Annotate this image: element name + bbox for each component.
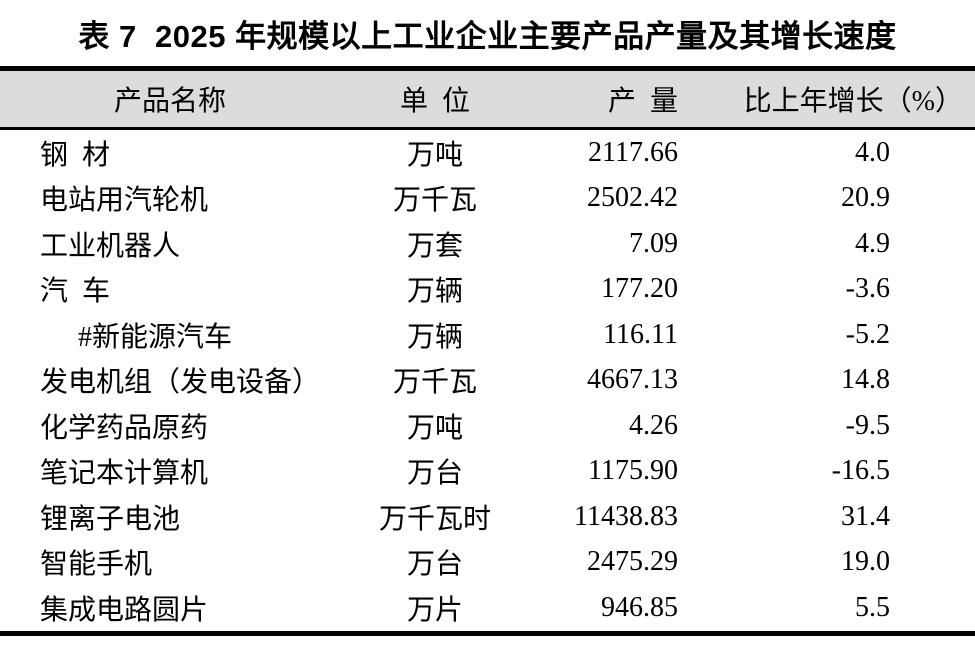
output-cell: 2117.66 xyxy=(588,136,678,168)
output-cell: 11438.83 xyxy=(574,500,678,532)
product-cell: 电站用汽轮机 xyxy=(40,185,209,217)
unit-cell: 万千瓦 xyxy=(392,367,477,399)
output-cell: 1175.90 xyxy=(588,455,678,487)
table-row: 电站用汽轮机 万千瓦 2502.42 20.9 xyxy=(0,176,975,222)
growth-cell: 20.9 xyxy=(841,182,890,214)
unit-cell: 万片 xyxy=(406,594,463,626)
output-cell: 2502.42 xyxy=(587,182,678,214)
table-header: 产品名称 单 位 产 量 比上年增长（%） xyxy=(0,68,975,130)
growth-cell: -9.5 xyxy=(845,409,890,441)
product-cell: 笔记本计算机 xyxy=(40,458,209,490)
product-cell: 工业机器人 xyxy=(40,230,181,262)
column-header-unit: 单 位 xyxy=(340,68,530,130)
unit-cell: 万辆 xyxy=(406,321,463,353)
unit-cell: 万辆 xyxy=(406,276,463,308)
table-row: 汽 车 万辆 177.20 -3.6 xyxy=(0,267,975,313)
product-cell: #新能源汽车 xyxy=(78,321,233,353)
growth-cell: 4.0 xyxy=(855,136,890,168)
output-cell: 116.11 xyxy=(603,318,678,350)
product-cell: 汽 车 xyxy=(40,276,111,308)
table-row: 笔记本计算机 万台 1175.90 -16.5 xyxy=(0,449,975,495)
output-cell: 177.20 xyxy=(601,273,678,305)
output-cell: 946.85 xyxy=(601,591,678,623)
product-cell: 钢 材 xyxy=(40,139,111,171)
unit-cell: 万千瓦 xyxy=(392,185,477,217)
column-header-growth: 比上年增长（%） xyxy=(690,68,975,130)
growth-cell: -3.6 xyxy=(845,273,890,305)
product-cell: 发电机组（发电设备） xyxy=(40,367,321,399)
output-cell: 4.26 xyxy=(629,409,678,441)
table-row: 工业机器人 万套 7.09 4.9 xyxy=(0,221,975,267)
output-cell: 4667.13 xyxy=(587,364,678,396)
unit-cell: 万台 xyxy=(406,549,463,581)
table-title: 表 7 2025 年规模以上工业企业主要产品产量及其增长速度 xyxy=(78,18,897,54)
table-row: 发电机组（发电设备） 万千瓦 4667.13 14.8 xyxy=(0,358,975,404)
unit-cell: 万千瓦时 xyxy=(378,503,491,535)
unit-cell: 万套 xyxy=(406,230,463,262)
table-title-row: 表 7 2025 年规模以上工业企业主要产品产量及其增长速度 xyxy=(0,0,975,66)
table-body: 钢 材 万吨 2117.66 4.0 电站用汽轮机 万千瓦 2502.42 20… xyxy=(0,129,975,634)
table-row: 智能手机 万台 2475.29 19.0 xyxy=(0,540,975,586)
growth-cell: 14.8 xyxy=(841,364,890,396)
growth-cell: 4.9 xyxy=(855,227,890,259)
growth-cell: -16.5 xyxy=(831,455,890,487)
product-cell: 化学药品原药 xyxy=(40,412,209,444)
growth-cell: 31.4 xyxy=(841,500,890,532)
table-row: 锂离子电池 万千瓦时 11438.83 31.4 xyxy=(0,494,975,540)
product-cell: 智能手机 xyxy=(40,549,153,581)
growth-cell: 19.0 xyxy=(841,546,890,578)
table-row: 集成电路圆片 万片 946.85 5.5 xyxy=(0,585,975,633)
industrial-output-table: 产品名称 单 位 产 量 比上年增长（%） 钢 材 万吨 2117.66 4.0… xyxy=(0,66,975,636)
unit-cell: 万吨 xyxy=(406,139,463,171)
column-header-product: 产品名称 xyxy=(0,68,340,130)
unit-cell: 万台 xyxy=(406,458,463,490)
product-cell: 集成电路圆片 xyxy=(40,594,209,626)
table-row: #新能源汽车 万辆 116.11 -5.2 xyxy=(0,312,975,358)
column-header-output: 产 量 xyxy=(530,68,690,130)
growth-cell: 5.5 xyxy=(855,591,890,623)
output-cell: 7.09 xyxy=(629,227,678,259)
table-row: 钢 材 万吨 2117.66 4.0 xyxy=(0,129,975,176)
product-cell: 锂离子电池 xyxy=(40,503,181,535)
table-row: 化学药品原药 万吨 4.26 -9.5 xyxy=(0,403,975,449)
header-row: 产品名称 单 位 产 量 比上年增长（%） xyxy=(0,68,975,130)
unit-cell: 万吨 xyxy=(406,412,463,444)
output-cell: 2475.29 xyxy=(587,546,678,578)
growth-cell: -5.2 xyxy=(845,318,890,350)
